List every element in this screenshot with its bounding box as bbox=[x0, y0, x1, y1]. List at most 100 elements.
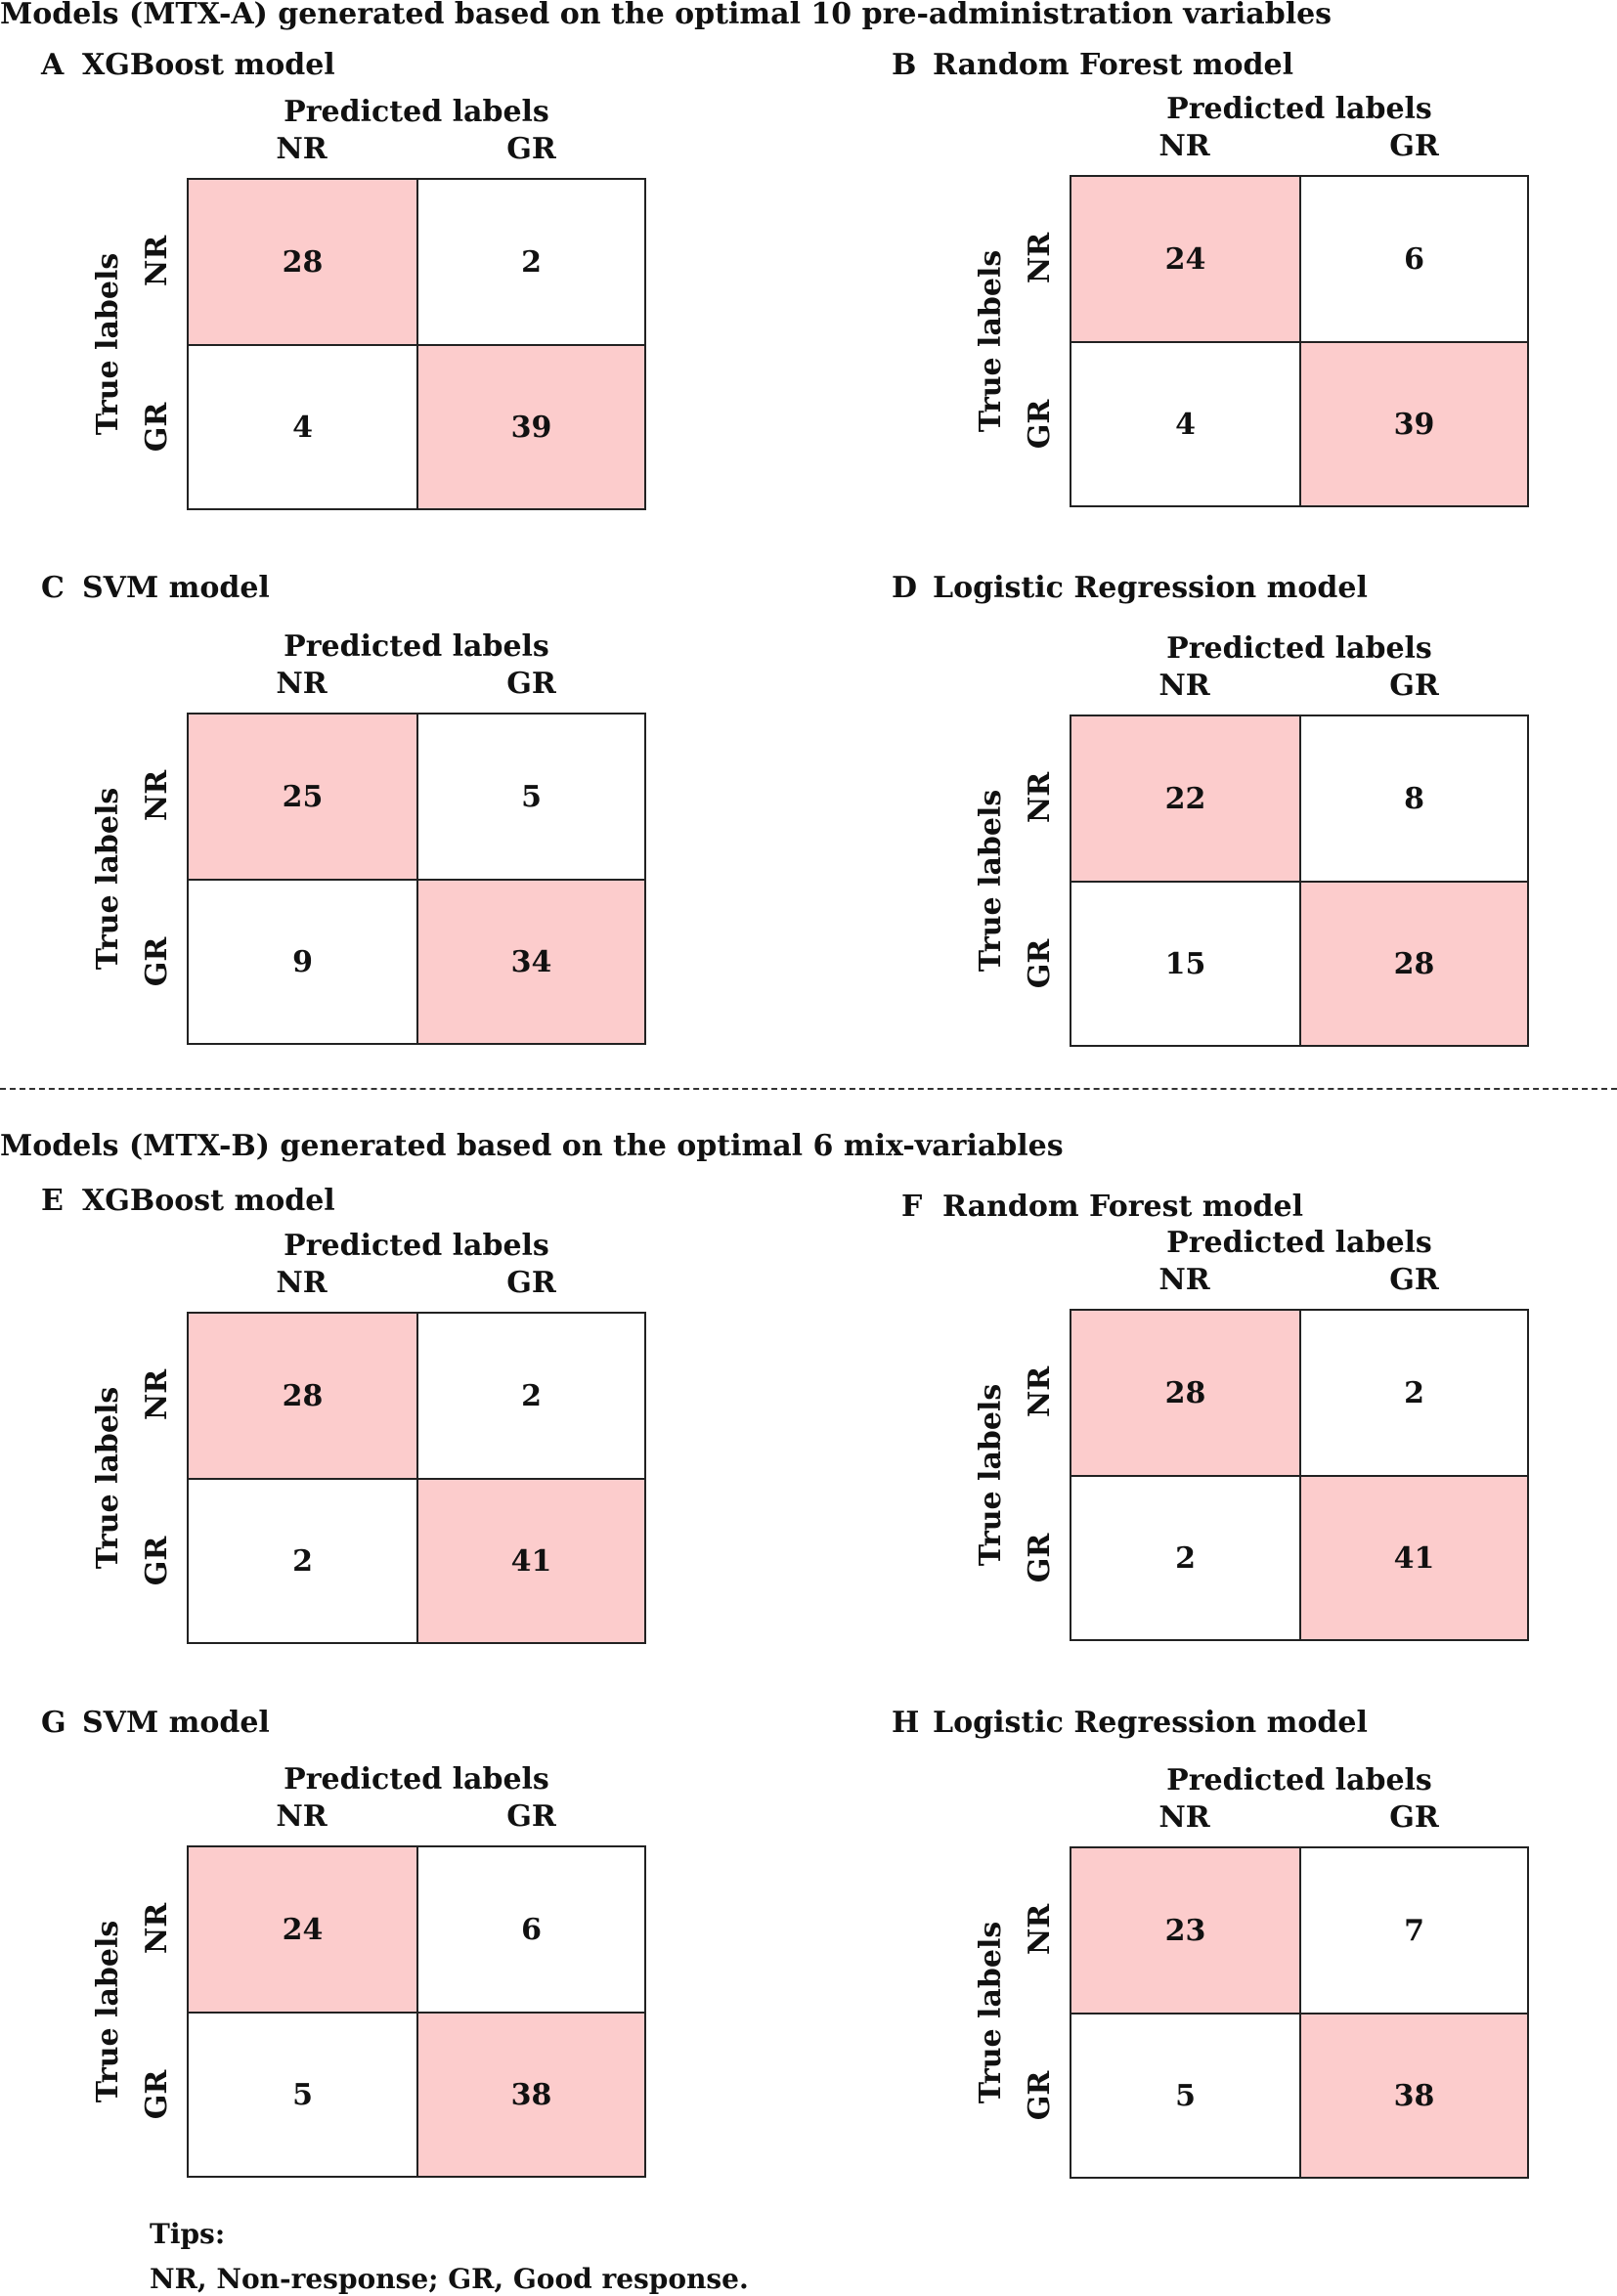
column-label-gr: GR bbox=[506, 132, 556, 166]
column-label-nr: NR bbox=[276, 1799, 328, 1834]
panel-h-title: H Logistic Regression model bbox=[892, 1709, 1368, 1738]
matrix-cell: 6 bbox=[416, 1847, 644, 2012]
model-name: XGBoost model bbox=[82, 1184, 335, 1218]
row-label-gr: GR bbox=[140, 2069, 174, 2120]
confusion-matrix-h: 23 7 5 38 bbox=[1070, 1846, 1529, 2179]
cell-value: 28 bbox=[282, 244, 324, 280]
x-axis-label: Predicted labels bbox=[284, 95, 549, 129]
y-axis-label: True labels bbox=[91, 787, 125, 971]
model-name: XGBoost model bbox=[82, 48, 335, 82]
cell-value: 6 bbox=[521, 1912, 542, 1947]
matrix-cell: 2 bbox=[189, 1478, 416, 1642]
matrix-cell: 2 bbox=[416, 1314, 644, 1478]
row-label-nr: NR bbox=[1023, 1365, 1057, 1418]
cell-value: 28 bbox=[282, 1378, 324, 1413]
cell-value: 38 bbox=[510, 2077, 552, 2112]
matrix-cell: 6 bbox=[1299, 177, 1527, 341]
cell-value: 4 bbox=[1175, 407, 1196, 442]
panel-letter: D bbox=[892, 571, 918, 605]
cell-value: 2 bbox=[1404, 1375, 1424, 1410]
column-label-gr: GR bbox=[506, 667, 556, 701]
cell-value: 5 bbox=[1175, 2078, 1196, 2113]
panel-d-title: D Logistic Regression model bbox=[892, 574, 1368, 603]
cell-value: 41 bbox=[510, 1543, 552, 1579]
confusion-matrix-e: 28 2 2 41 bbox=[187, 1312, 646, 1644]
column-label-nr: NR bbox=[1158, 669, 1210, 703]
column-label-gr: GR bbox=[1389, 1263, 1439, 1297]
matrix-cell: 41 bbox=[416, 1478, 644, 1642]
cell-value: 2 bbox=[521, 244, 542, 280]
column-label-nr: NR bbox=[1158, 1263, 1210, 1297]
matrix-cell: 5 bbox=[189, 2012, 416, 2176]
y-axis-label: True labels bbox=[91, 252, 125, 436]
cell-value: 41 bbox=[1393, 1540, 1435, 1576]
cell-value: 28 bbox=[1164, 1375, 1206, 1410]
matrix-cell: 24 bbox=[1071, 177, 1299, 341]
cell-value: 9 bbox=[292, 944, 313, 979]
matrix-cell: 28 bbox=[1071, 1311, 1299, 1475]
row-label-nr: NR bbox=[1023, 1903, 1057, 1956]
column-label-nr: NR bbox=[1158, 129, 1210, 163]
section-divider bbox=[0, 1088, 1617, 1090]
confusion-matrix-f: 28 2 2 41 bbox=[1070, 1309, 1529, 1641]
matrix-cell: 2 bbox=[1071, 1475, 1299, 1639]
panel-f-title: F Random Forest model bbox=[901, 1192, 1303, 1222]
row-label-gr: GR bbox=[140, 1536, 174, 1586]
panel-g-title: G SVM model bbox=[41, 1709, 270, 1738]
x-axis-label: Predicted labels bbox=[1166, 1226, 1432, 1260]
matrix-cell: 39 bbox=[1299, 341, 1527, 505]
model-name: SVM model bbox=[82, 571, 270, 605]
matrix-cell: 38 bbox=[416, 2012, 644, 2176]
matrix-cell: 8 bbox=[1299, 716, 1527, 881]
cell-value: 38 bbox=[1393, 2078, 1435, 2113]
column-label-gr: GR bbox=[1389, 1800, 1439, 1835]
panel-letter: B bbox=[892, 48, 917, 82]
row-label-gr: GR bbox=[1023, 399, 1057, 450]
cell-value: 2 bbox=[521, 1378, 542, 1413]
column-label-nr: NR bbox=[276, 132, 328, 166]
cell-value: 4 bbox=[292, 410, 313, 445]
row-label-nr: NR bbox=[140, 1368, 174, 1421]
tips-text: NR, Non-response; GR, Good response. bbox=[150, 2263, 749, 2295]
column-label-gr: GR bbox=[1389, 669, 1439, 703]
matrix-cell: 39 bbox=[416, 344, 644, 508]
cell-value: 34 bbox=[510, 944, 552, 979]
panel-letter: H bbox=[892, 1706, 920, 1740]
y-axis-label: True labels bbox=[974, 1921, 1008, 2104]
column-label-gr: GR bbox=[1389, 129, 1439, 163]
x-axis-label: Predicted labels bbox=[284, 1762, 549, 1797]
confusion-matrix-c: 25 5 9 34 bbox=[187, 713, 646, 1045]
panel-c-title: C SVM model bbox=[41, 574, 270, 603]
cell-value: 2 bbox=[292, 1543, 313, 1579]
cell-value: 22 bbox=[1164, 781, 1206, 816]
section-b-title: Models (MTX-B) generated based on the op… bbox=[0, 1129, 1064, 1163]
column-label-gr: GR bbox=[506, 1266, 556, 1300]
cell-value: 8 bbox=[1404, 781, 1424, 816]
model-name: Random Forest model bbox=[933, 48, 1294, 82]
cell-value: 5 bbox=[292, 2077, 313, 2112]
y-axis-label: True labels bbox=[91, 1386, 125, 1570]
matrix-cell: 5 bbox=[416, 715, 644, 879]
row-label-gr: GR bbox=[1023, 1533, 1057, 1583]
matrix-cell: 15 bbox=[1071, 881, 1299, 1045]
cell-value: 7 bbox=[1404, 1913, 1424, 1948]
section-a-title: Models (MTX-A) generated based on the op… bbox=[0, 0, 1333, 31]
column-label-nr: NR bbox=[276, 667, 328, 701]
panel-e-title: E XGBoost model bbox=[41, 1187, 335, 1216]
cell-value: 2 bbox=[1175, 1540, 1196, 1576]
column-label-gr: GR bbox=[506, 1799, 556, 1834]
x-axis-label: Predicted labels bbox=[1166, 1763, 1432, 1798]
confusion-matrix-b: 24 6 4 39 bbox=[1070, 175, 1529, 507]
y-axis-label: True labels bbox=[974, 1383, 1008, 1567]
matrix-cell: 22 bbox=[1071, 716, 1299, 881]
matrix-cell: 7 bbox=[1299, 1848, 1527, 2013]
column-label-nr: NR bbox=[276, 1266, 328, 1300]
tips-heading: Tips: bbox=[150, 2218, 226, 2250]
matrix-cell: 4 bbox=[1071, 341, 1299, 505]
model-name: Random Forest model bbox=[942, 1190, 1304, 1224]
row-label-gr: GR bbox=[140, 936, 174, 987]
x-axis-label: Predicted labels bbox=[284, 629, 549, 664]
model-name: Logistic Regression model bbox=[933, 1706, 1368, 1740]
row-label-gr: GR bbox=[140, 402, 174, 453]
matrix-cell: 9 bbox=[189, 879, 416, 1043]
